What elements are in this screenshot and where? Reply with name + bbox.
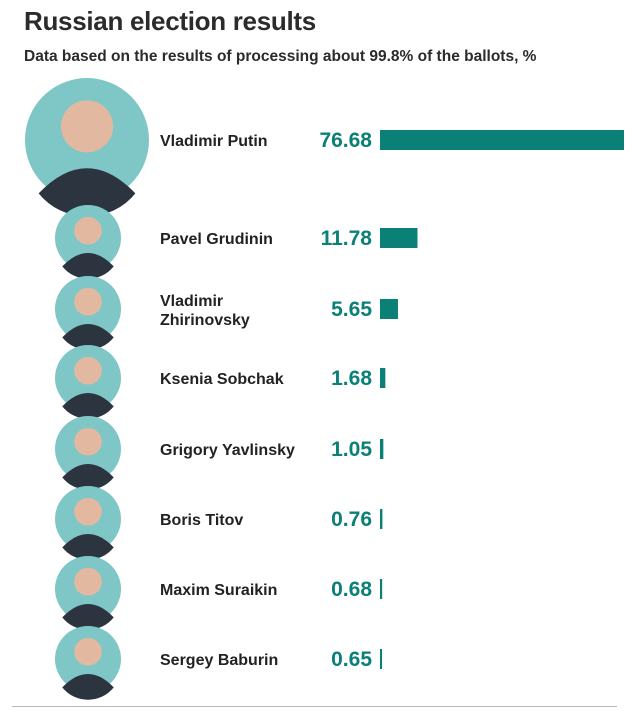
- value-label: 0.76: [331, 508, 372, 531]
- avatar-face: [74, 497, 102, 526]
- candidate-name: Pavel Grudinin: [160, 231, 273, 248]
- avatar-shoulders: [62, 393, 114, 419]
- avatar-shoulders: [62, 253, 114, 279]
- candidate-name: Grigory Yavlinsky: [160, 442, 295, 459]
- bar: [380, 368, 386, 388]
- value-label: 11.78: [321, 227, 373, 250]
- avatar-face: [74, 287, 102, 316]
- bar: [380, 439, 384, 459]
- chart-title: Russian election results: [24, 6, 316, 36]
- bar: [380, 649, 383, 669]
- bar: [380, 509, 383, 529]
- candidate-name: Boris Titov: [160, 512, 243, 529]
- bar: [380, 228, 418, 248]
- avatar-shoulders: [38, 168, 136, 217]
- value-label: 1.68: [331, 367, 372, 390]
- avatar-shoulders: [62, 604, 114, 630]
- bar: [380, 130, 624, 150]
- value-label: 0.68: [331, 578, 372, 601]
- avatar-face: [60, 100, 114, 153]
- avatar-face: [74, 427, 102, 456]
- candidate-name: Vladimir Putin: [160, 133, 268, 150]
- avatar-face: [74, 637, 102, 666]
- avatar-face: [74, 216, 102, 245]
- bar: [380, 299, 398, 319]
- avatar-shoulders: [62, 324, 114, 350]
- chart-subtitle: Data based on the results of processing …: [24, 48, 537, 65]
- bar: [380, 579, 383, 599]
- bottom-divider: [12, 706, 617, 707]
- avatar-shoulders: [62, 464, 114, 490]
- value-label: 0.65: [331, 648, 372, 671]
- avatar-shoulders: [62, 534, 114, 560]
- candidate-name: Ksenia Sobchak: [160, 371, 284, 388]
- avatar-face: [74, 567, 102, 596]
- candidate-name: Maxim Suraikin: [160, 582, 277, 599]
- avatar-shoulders: [62, 674, 114, 700]
- candidate-name: Vladimir Zhirinovsky: [160, 293, 250, 329]
- avatar-face: [74, 356, 102, 385]
- value-label: 5.65: [331, 298, 372, 321]
- value-label: 1.05: [331, 438, 372, 461]
- candidate-name: Sergey Baburin: [160, 652, 278, 669]
- value-label: 76.68: [319, 129, 372, 152]
